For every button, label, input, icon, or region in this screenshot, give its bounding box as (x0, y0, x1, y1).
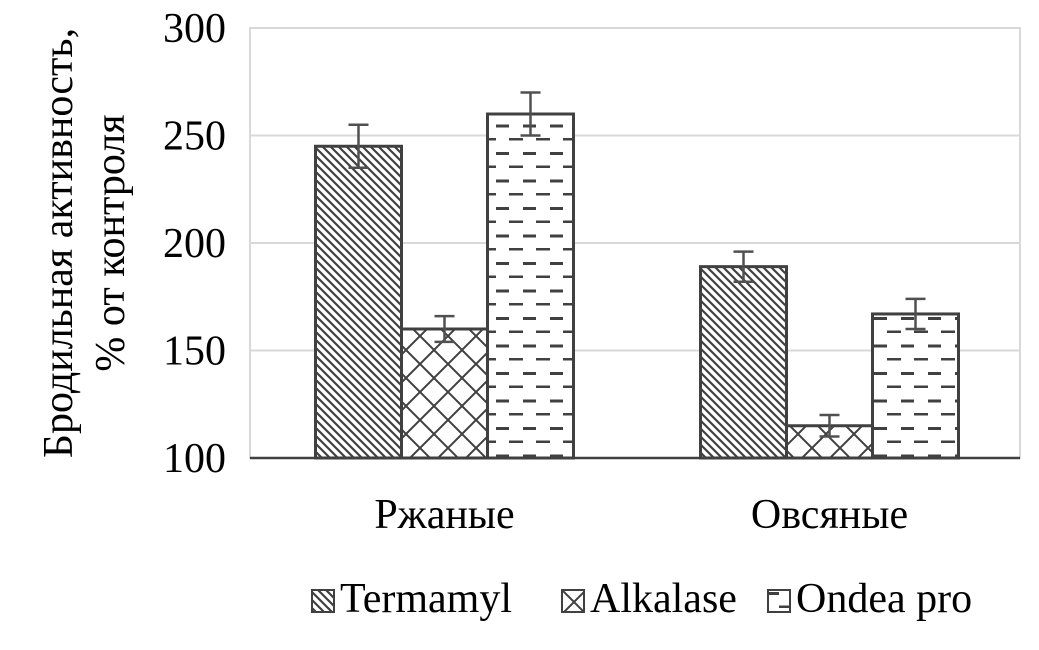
bar-ondea-pro (871, 312, 960, 460)
y-tick-label: 100 (163, 436, 226, 482)
legend-label: Alkalase (590, 576, 737, 622)
error-bar (819, 413, 840, 438)
bar-termamyl (699, 265, 788, 460)
legend-swatch-dashes (767, 589, 791, 613)
error-bar (348, 123, 369, 169)
legend-label: Termamyl (340, 576, 512, 622)
legend-swatch-zigzag (561, 589, 585, 613)
legend: Termamyl Alkalase Ondea pro (311, 576, 972, 622)
legend-swatch-diagonal (311, 589, 335, 613)
y-tick-label: 150 (163, 329, 226, 375)
x-tick-label: Овсяные (751, 492, 908, 538)
y-axis-label: Бродильная активность,% от контроля (36, 28, 134, 458)
error-bar (733, 250, 754, 283)
y-axis-label-line1: Бродильная активность, (36, 28, 82, 458)
x-tick-labels: Ржаные Овсяные (374, 492, 908, 538)
legend-label: Ondea pro (796, 576, 972, 622)
y-axis-label-line2: % от контроля (88, 114, 134, 371)
y-tick-label: 250 (163, 114, 226, 160)
y-tick-label: 200 (163, 221, 226, 267)
bars (314, 112, 960, 460)
y-tick-labels: 100 150 200 250 300 (163, 6, 226, 482)
error-bars (348, 91, 926, 438)
bar-ondea-pro (486, 112, 575, 460)
error-bar (520, 91, 541, 137)
bar-alkalase (400, 327, 489, 460)
error-bar (905, 297, 926, 331)
bar-termamyl (314, 144, 403, 460)
error-bar (434, 314, 455, 344)
x-tick-label: Ржаные (374, 492, 514, 538)
y-tick-label: 300 (163, 6, 226, 52)
